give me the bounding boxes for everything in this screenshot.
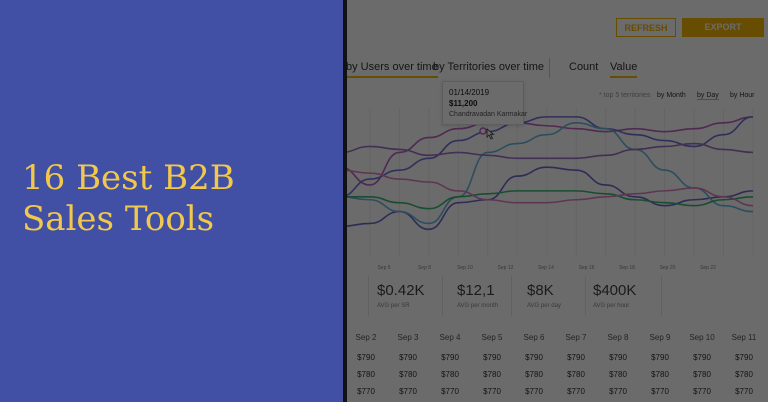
table-cell: $790 bbox=[735, 353, 753, 362]
tab-divider bbox=[549, 58, 550, 78]
stat-card: $0.42K AVG per SR bbox=[368, 276, 443, 316]
column-header: Sep 9 bbox=[649, 333, 671, 342]
chart-tooltip: 01/14/2019 $11,200 Chandravadan Karmakar bbox=[442, 81, 528, 125]
table-cell: $770 bbox=[651, 387, 669, 396]
column-header: Sep 10 bbox=[689, 333, 715, 342]
stat-card: $8K AVG per day bbox=[511, 276, 586, 316]
tooltip-date: 01/14/2019 bbox=[449, 88, 490, 97]
x-tick-label: Sep 20 bbox=[660, 265, 676, 271]
table-cell: $770 bbox=[609, 387, 627, 396]
table-cell: $790 bbox=[525, 353, 543, 362]
table-cell: $770 bbox=[693, 387, 711, 396]
headline: 16 Best B2B Sales Tools bbox=[22, 158, 235, 239]
tab-value[interactable]: Value bbox=[610, 61, 638, 78]
tooltip-value: $11,200 bbox=[449, 99, 478, 108]
title-panel: 16 Best B2B Sales Tools bbox=[0, 0, 343, 402]
tab-by-territories[interactable]: by Territories over time bbox=[433, 61, 545, 73]
table-cell: $770 bbox=[399, 387, 417, 396]
tab-count[interactable]: Count bbox=[569, 61, 599, 73]
table-cell: $790 bbox=[483, 353, 501, 362]
table-cell: $770 bbox=[525, 387, 543, 396]
table-cell: $790 bbox=[651, 353, 669, 362]
stat-label: AVG per hour bbox=[593, 303, 630, 309]
column-header: Sep 6 bbox=[523, 333, 545, 342]
stat-value: $8K bbox=[527, 282, 554, 299]
stat-value: $400K bbox=[593, 282, 637, 299]
column-header: Sep 4 bbox=[439, 333, 461, 342]
dashboard-screenshot: REFRESH EXPORT by Users over time by Ter… bbox=[346, 0, 768, 402]
stat-label: AVG per month bbox=[457, 303, 498, 309]
table-cell: $790 bbox=[441, 353, 459, 362]
table-cell: $780 bbox=[693, 370, 711, 379]
stat-value: $12,1 bbox=[457, 282, 495, 299]
x-tick-label: Sep 14 bbox=[538, 265, 554, 271]
tooltip-name: Chandravadan Karmakar bbox=[449, 111, 528, 118]
stat-label: AVG per SR bbox=[377, 303, 410, 309]
x-tick-label: Sep 22 bbox=[700, 265, 716, 271]
table-cell: $780 bbox=[735, 370, 753, 379]
stat-value: $0.42K bbox=[377, 282, 425, 299]
refresh-button[interactable]: REFRESH bbox=[616, 18, 676, 37]
table-cell: $780 bbox=[609, 370, 627, 379]
x-tick-label: Sep 5 bbox=[377, 265, 390, 271]
x-tick-label: Sep 18 bbox=[619, 265, 635, 271]
x-tick-label: Sep 12 bbox=[498, 265, 514, 271]
table-cell: $780 bbox=[399, 370, 417, 379]
table-cell: $790 bbox=[693, 353, 711, 362]
column-header: Sep 2 bbox=[355, 333, 377, 342]
hover-point[interactable] bbox=[479, 127, 487, 135]
table-cell: $790 bbox=[357, 353, 375, 362]
column-header: Sep 8 bbox=[607, 333, 629, 342]
table-cell: $790 bbox=[609, 353, 627, 362]
table-cell: $780 bbox=[651, 370, 669, 379]
table-header: Sep 2 Sep 3 Sep 4 Sep 5 Sep 6 Sep 7 Sep … bbox=[346, 333, 768, 347]
panel-divider bbox=[343, 0, 347, 402]
export-button[interactable]: EXPORT bbox=[682, 18, 764, 37]
column-header: Sep 7 bbox=[565, 333, 587, 342]
x-tick-label: Sep 16 bbox=[579, 265, 595, 271]
table-cell: $770 bbox=[567, 387, 585, 396]
table-cell: $790 bbox=[567, 353, 585, 362]
series-line-4 bbox=[346, 121, 754, 225]
series-line-2 bbox=[346, 166, 754, 231]
x-tick-label: Sep 10 bbox=[457, 265, 473, 271]
stat-label: AVG per day bbox=[527, 303, 561, 309]
column-header: Sep 3 bbox=[397, 333, 419, 342]
x-tick-label: Sep 8 bbox=[418, 265, 431, 271]
table-cell: $780 bbox=[483, 370, 501, 379]
table-cell: $770 bbox=[357, 387, 375, 396]
table-cell: $770 bbox=[735, 387, 753, 396]
table-cell: $780 bbox=[567, 370, 585, 379]
stat-card: $12,1 AVG per month bbox=[441, 276, 512, 316]
column-header: Sep 11 bbox=[731, 333, 757, 342]
stat-card: $400K AVG per hour bbox=[585, 276, 662, 316]
tab-by-users[interactable]: by Users over time bbox=[346, 61, 438, 78]
table-cell: $790 bbox=[399, 353, 417, 362]
table-cell: $780 bbox=[441, 370, 459, 379]
table-cell: $770 bbox=[441, 387, 459, 396]
table-cell: $770 bbox=[483, 387, 501, 396]
table-cell: $780 bbox=[525, 370, 543, 379]
line-chart: Sep 5 Sep 8 Sep 10 Sep 12 Sep 14 Sep 16 Sep 18… bbox=[346, 108, 754, 271]
column-header: Sep 5 bbox=[481, 333, 503, 342]
table-cell: $780 bbox=[357, 370, 375, 379]
